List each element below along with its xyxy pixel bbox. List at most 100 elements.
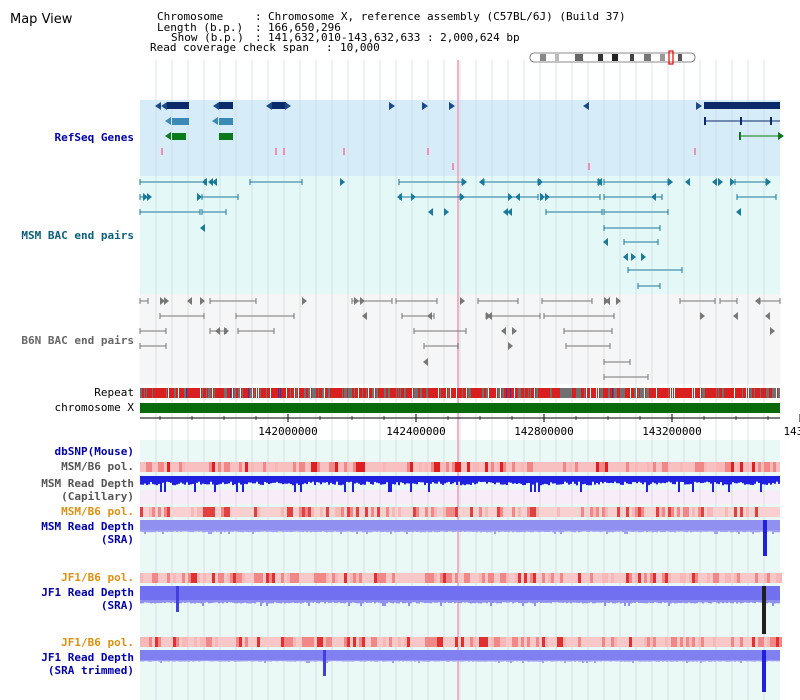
- jf1-pol-2-bar-cell[interactable]: [629, 637, 632, 647]
- msm-sra-depth[interactable]: [524, 530, 526, 533]
- repeat-element[interactable]: [280, 388, 281, 398]
- msm-sra-depth[interactable]: [522, 530, 524, 532]
- msm-capillary-depth[interactable]: [756, 476, 758, 482]
- msm-pol-bar-cell[interactable]: [182, 462, 185, 472]
- msm-sra-depth[interactable]: [372, 530, 374, 532]
- jf1-pol-bar-cell[interactable]: [335, 573, 338, 583]
- msm-sra-depth[interactable]: [718, 530, 720, 532]
- msm-capillary-depth[interactable]: [734, 476, 736, 484]
- jf1-sra-depth[interactable]: [724, 600, 726, 603]
- msm-sra-depth[interactable]: [418, 530, 420, 532]
- jf1-trim-depth[interactable]: [290, 660, 292, 662]
- jf1-trim-depth[interactable]: [670, 660, 672, 662]
- msm-capillary-depth[interactable]: [634, 476, 636, 483]
- repeat-element[interactable]: [286, 388, 287, 398]
- msm-sra-depth[interactable]: [388, 530, 390, 532]
- jf1-sra-depth[interactable]: [574, 600, 576, 603]
- msm-capillary-depth[interactable]: [724, 476, 726, 485]
- jf1-pol-2-bar-cell[interactable]: [740, 637, 743, 647]
- jf1-sra-depth[interactable]: [344, 600, 346, 604]
- jf1-trim-depth[interactable]: [418, 660, 420, 663]
- jf1-trim-depth[interactable]: [558, 660, 560, 662]
- jf1-sra-depth[interactable]: [590, 600, 592, 603]
- jf1-trim-depth[interactable]: [176, 660, 178, 662]
- jf1-pol-2-bar-cell[interactable]: [158, 637, 161, 647]
- msm-capillary-depth[interactable]: [370, 476, 372, 485]
- msm-capillary-depth[interactable]: [500, 476, 502, 485]
- repeat-element[interactable]: [590, 388, 591, 398]
- jf1-pol-2-bar-cell[interactable]: [323, 637, 326, 647]
- msm-bac-end[interactable]: [641, 253, 646, 261]
- polymorphism-depth-tracks[interactable]: [140, 462, 782, 692]
- msm-capillary-depth[interactable]: [624, 476, 626, 482]
- jf1-trim-depth[interactable]: [524, 660, 526, 662]
- jf1-sra-depth[interactable]: [452, 600, 454, 603]
- msm-pol-bar-cell[interactable]: [224, 462, 227, 472]
- msm-capillary-depth[interactable]: [660, 476, 662, 484]
- label-dbsnp[interactable]: dbSNP(Mouse): [55, 445, 134, 458]
- jf1-trim-depth[interactable]: [514, 660, 516, 662]
- msm-capillary-depth[interactable]: [552, 476, 554, 484]
- jf1-trim-depth[interactable]: [578, 660, 580, 662]
- jf1-pol-bar-cell[interactable]: [713, 573, 716, 583]
- msm-capillary-depth[interactable]: [560, 476, 562, 485]
- msm-capillary-depth[interactable]: [686, 476, 688, 485]
- jf1-sra-depth[interactable]: [196, 600, 198, 603]
- jf1-trim-depth[interactable]: [164, 660, 166, 662]
- jf1-trim-depth[interactable]: [148, 660, 150, 662]
- jf1-sra-depth[interactable]: [638, 600, 640, 604]
- msm-capillary-depth[interactable]: [464, 476, 466, 486]
- msm-pol-bar-cell[interactable]: [512, 462, 515, 472]
- b6n-bac-end[interactable]: [605, 297, 610, 305]
- jf1-sra-depth[interactable]: [140, 600, 142, 604]
- msm-pol-bar-cell[interactable]: [458, 462, 461, 472]
- msm-sra-depth[interactable]: [162, 530, 164, 534]
- msm-sra-depth[interactable]: [370, 530, 372, 533]
- msm-sra-depth[interactable]: [518, 530, 520, 533]
- msm-pol-bar-cell[interactable]: [770, 462, 773, 472]
- jf1-trim-depth[interactable]: [352, 660, 354, 662]
- msm-capillary-depth[interactable]: [478, 476, 480, 482]
- jf1-sra-depth[interactable]: [690, 600, 692, 604]
- msm-capillary-depth[interactable]: [564, 476, 566, 482]
- gene-arrow[interactable]: [583, 102, 589, 110]
- jf1-sra-depth[interactable]: [426, 600, 428, 603]
- jf1-trim-depth[interactable]: [208, 660, 210, 662]
- msm-capillary-depth[interactable]: [642, 476, 644, 485]
- jf1-trim-depth-spike[interactable]: [762, 650, 766, 692]
- jf1-sra-depth[interactable]: [392, 600, 394, 604]
- jf1-pol-2-bar-cell[interactable]: [485, 637, 488, 647]
- msm-sra-depth[interactable]: [686, 530, 688, 533]
- repeat-element[interactable]: [290, 388, 291, 398]
- jf1-sra-depth[interactable]: [518, 600, 520, 604]
- jf1-pol-2-bar-cell[interactable]: [185, 637, 188, 647]
- jf1-sra-depth[interactable]: [440, 600, 442, 606]
- jf1-pol-bar-cell[interactable]: [332, 573, 335, 583]
- jf1-sra-depth[interactable]: [408, 600, 410, 606]
- jf1-pol-2-bar-cell[interactable]: [143, 637, 146, 647]
- jf1-sra-depth[interactable]: [342, 600, 344, 604]
- msm-sra-depth[interactable]: [440, 530, 442, 532]
- msm-sra-depth[interactable]: [196, 530, 198, 532]
- jf1-sra-depth[interactable]: [744, 600, 746, 603]
- jf1-pol-2-bar-cell[interactable]: [578, 637, 581, 647]
- jf1-sra-depth[interactable]: [612, 600, 614, 604]
- msm-capillary-depth[interactable]: [212, 476, 214, 485]
- msm-capillary-depth[interactable]: [170, 476, 172, 483]
- repeat-element[interactable]: [146, 388, 147, 398]
- repeat-element[interactable]: [600, 388, 602, 398]
- jf1-sra-depth[interactable]: [558, 600, 560, 603]
- msm-pol-2-bar-cell[interactable]: [335, 507, 338, 517]
- msm-pol-2-bar-cell[interactable]: [662, 507, 665, 517]
- jf1-trim-depth[interactable]: [472, 660, 474, 662]
- jf1-trim-depth[interactable]: [384, 660, 386, 662]
- msm-sra-depth[interactable]: [396, 530, 398, 533]
- jf1-sra-depth[interactable]: [162, 600, 164, 603]
- msm-sra-depth[interactable]: [696, 530, 698, 532]
- msm-pol-2-bar-cell[interactable]: [227, 507, 230, 517]
- jf1-trim-depth[interactable]: [586, 660, 588, 663]
- jf1-pol-2-bar[interactable]: [140, 637, 780, 647]
- repeat-base[interactable]: [140, 388, 780, 398]
- jf1-pol-2-bar-cell[interactable]: [686, 637, 689, 647]
